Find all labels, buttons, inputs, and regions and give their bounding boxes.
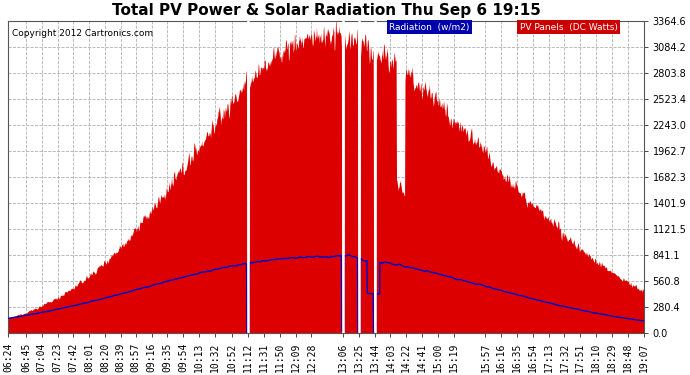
Text: PV Panels  (DC Watts): PV Panels (DC Watts) <box>520 22 618 32</box>
Text: Copyright 2012 Cartronics.com: Copyright 2012 Cartronics.com <box>12 29 152 38</box>
Title: Total PV Power & Solar Radiation Thu Sep 6 19:15: Total PV Power & Solar Radiation Thu Sep… <box>112 3 540 18</box>
Text: Radiation  (w/m2): Radiation (w/m2) <box>389 22 470 32</box>
